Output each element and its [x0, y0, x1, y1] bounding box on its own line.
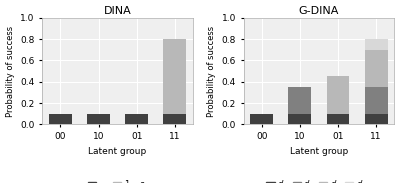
Bar: [125, 114, 148, 124]
Bar: [163, 39, 186, 114]
Bar: [365, 39, 388, 50]
Bar: [365, 114, 388, 124]
Title: DINA: DINA: [104, 5, 132, 16]
Bar: [87, 114, 110, 124]
Bar: [49, 114, 72, 124]
Y-axis label: Probability of success: Probability of success: [207, 25, 216, 117]
Bar: [365, 50, 388, 87]
Bar: [365, 87, 388, 114]
Bar: [288, 114, 311, 124]
Bar: [250, 114, 273, 124]
Bar: [327, 114, 350, 124]
X-axis label: Latent group: Latent group: [88, 147, 147, 156]
Bar: [288, 87, 311, 114]
X-axis label: Latent group: Latent group: [290, 147, 348, 156]
Legend: $d_{j0}$, $d_{j1}$, $d_{j2}$, $d_{j12}$: $d_{j0}$, $d_{j1}$, $d_{j2}$, $d_{j12}$: [263, 175, 375, 183]
Title: G-DINA: G-DINA: [299, 5, 339, 16]
Legend: $g_i$, $1-s_i$: $g_i$, $1-s_i$: [85, 175, 150, 183]
Bar: [163, 114, 186, 124]
Bar: [327, 76, 350, 114]
Y-axis label: Probability of success: Probability of success: [6, 25, 14, 117]
